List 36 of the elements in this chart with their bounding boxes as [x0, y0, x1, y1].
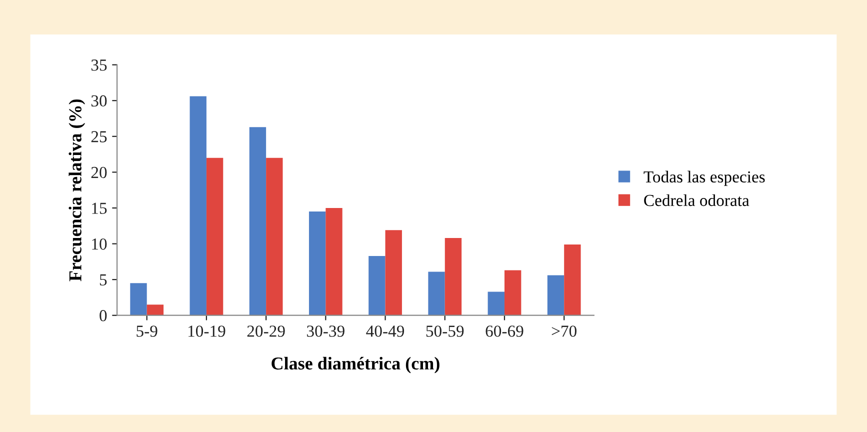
- bar: [326, 208, 342, 316]
- x-tick-label: 20-29: [247, 326, 285, 337]
- x-tick-label: 40-49: [366, 326, 404, 337]
- legend-label: Todas las especies: [644, 170, 765, 186]
- bar: [249, 127, 266, 316]
- y-tick-label: 15: [92, 202, 107, 214]
- bar: [206, 158, 224, 316]
- bar: [488, 292, 504, 316]
- x-tick-label: 10-19: [188, 326, 226, 337]
- bar: [130, 283, 147, 316]
- bar: [385, 230, 402, 316]
- bar: [428, 272, 445, 316]
- y-axis-title: Frecuencia relativa (%): [68, 99, 86, 282]
- x-tick-label: 30-39: [307, 326, 344, 337]
- x-axis-title: Clase diamétrica (cm): [272, 356, 440, 374]
- bar: [266, 158, 283, 316]
- bar: [504, 270, 522, 316]
- y-tick-label: 20: [91, 166, 107, 178]
- bar: [190, 96, 206, 316]
- y-tick-label: 35: [91, 60, 107, 71]
- bar: [564, 244, 581, 316]
- y-tick-label: 0: [100, 310, 107, 322]
- bar: [547, 275, 564, 316]
- y-tick-label: 30: [91, 95, 107, 107]
- y-tick-label: 10: [92, 238, 107, 250]
- bar: [308, 212, 326, 316]
- legend-label: Cedrela odorata: [644, 194, 750, 206]
- bar: [444, 238, 462, 316]
- y-tick-label: 25: [91, 131, 107, 142]
- y-tick-label: 5: [100, 274, 107, 286]
- bar: [368, 256, 386, 316]
- x-tick-label: 5-9: [136, 326, 158, 337]
- x-tick-label: 50-59: [426, 326, 464, 337]
- x-tick-label: >70: [552, 326, 576, 337]
- bar: [146, 304, 164, 316]
- x-tick-label: 60-69: [486, 326, 524, 337]
